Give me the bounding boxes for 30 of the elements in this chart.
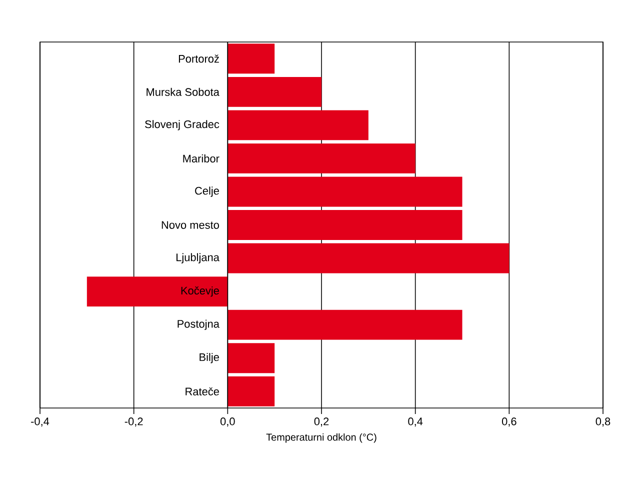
y-tick-label: Portorož [178,54,219,63]
bar [228,176,462,207]
x-tick-label: -0,4 [31,418,50,427]
y-tick-label: Maribor [183,154,220,162]
y-tick-label: Murska Sobota [146,88,220,96]
x-tick-label: 0,4 [408,418,423,427]
y-tick-label: Rateče [186,387,219,396]
bar [228,210,462,240]
x-tick-label: 0,0 [220,418,235,427]
bar [228,376,275,406]
y-tick-label: Postojna [178,320,220,330]
x-tick-label: 0,8 [596,418,610,427]
bar [86,276,228,307]
y-tick-label: Slovenj Gradec [145,120,220,130]
bar [228,143,416,174]
x-tick-label: 0,6 [502,418,516,427]
bar [228,310,462,340]
bar [228,76,322,107]
y-tick-label: Bilje [200,352,219,364]
x-axis-title: Temperaturni odklon (°C) [266,433,376,443]
y-tick-label: Celje [195,186,219,197]
x-tick-label: 0,2 [314,418,329,427]
y-tick-label: Ljubljana [176,253,220,264]
bar [228,110,368,140]
y-tick-label: Novo mesto [162,221,219,229]
bar [228,44,275,74]
x-tick-label: -0,2 [124,418,143,427]
bar [228,343,275,374]
y-tick-label: Kočevje [181,286,219,297]
bar [228,243,510,274]
